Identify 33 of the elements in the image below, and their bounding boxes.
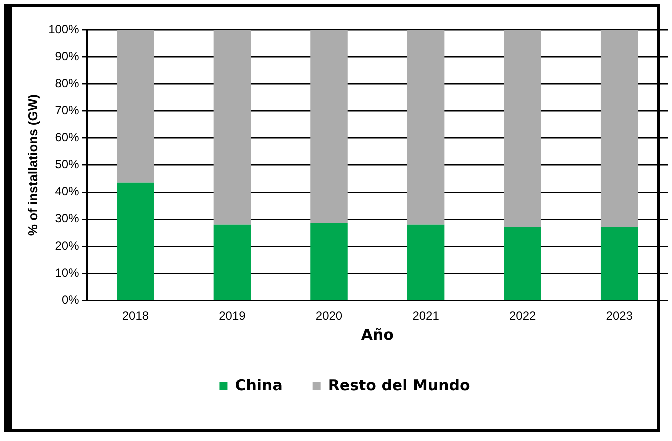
- y-tick-label: 80%: [55, 76, 80, 90]
- y-tick-label: 40%: [55, 184, 80, 199]
- bar: [504, 228, 542, 300]
- bar: [504, 30, 542, 228]
- x-tick-label: 2020: [316, 309, 343, 324]
- bar: [407, 30, 445, 225]
- y-tick-label: 60%: [55, 130, 80, 145]
- bar: [214, 30, 252, 225]
- x-tick-label: 2022: [509, 309, 536, 324]
- y-axis-title: % of installations (GW): [25, 94, 40, 236]
- legend-label: China: [235, 376, 283, 394]
- bar: [600, 30, 638, 228]
- y-tick-label: 70%: [55, 103, 80, 118]
- x-tick-label: 2019: [219, 309, 246, 324]
- bar: [117, 182, 154, 300]
- y-tick-label: 50%: [55, 158, 80, 172]
- bar: [600, 228, 638, 300]
- y-tick-label: 100%: [48, 22, 80, 36]
- x-axis-title: Año: [361, 326, 394, 344]
- x-tick-label: 2018: [122, 309, 150, 324]
- y-tick-label: 20%: [55, 238, 80, 253]
- bar: [310, 30, 348, 224]
- bar: [407, 224, 445, 300]
- y-tick-label: 0%: [62, 292, 80, 307]
- y-tick-label: 30%: [55, 212, 80, 226]
- bar: [310, 223, 348, 300]
- bar: [117, 30, 154, 183]
- x-tick-label: 2023: [606, 309, 634, 324]
- x-tick-label: 2021: [412, 309, 440, 324]
- legend-label: Resto del Mundo: [328, 376, 470, 394]
- bar: [214, 224, 252, 300]
- y-tick-label: 10%: [55, 266, 80, 280]
- y-tick-label: 90%: [55, 49, 80, 64]
